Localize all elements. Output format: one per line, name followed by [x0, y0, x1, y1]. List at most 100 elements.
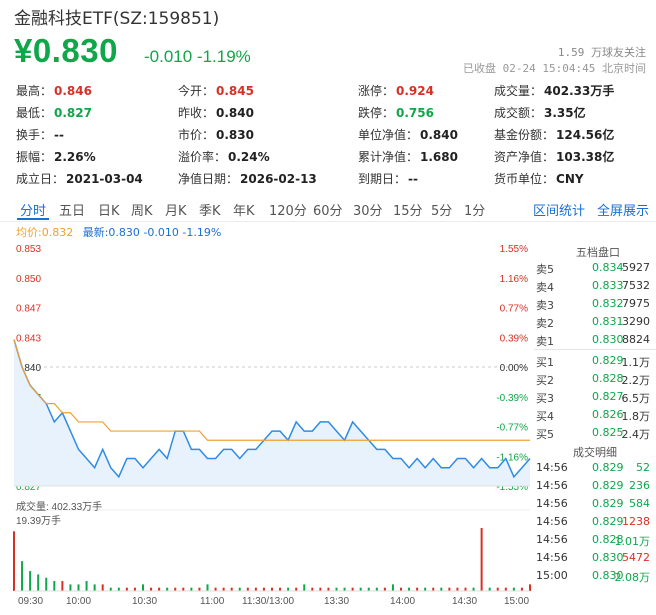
tab-item[interactable]: 五日: [59, 204, 86, 219]
order-row: 卖3 0.832 7975: [534, 294, 656, 312]
trade-price: 0.829: [592, 497, 624, 510]
order-price: 0.832: [592, 297, 624, 310]
volume-bar: [29, 571, 32, 591]
stat-item: 到期日： --: [358, 170, 418, 187]
order-volume: 2.2万: [621, 374, 651, 387]
stat-label: 资产净值：: [494, 150, 555, 164]
volume-bar: [375, 587, 378, 591]
ask-list: 卖5 0.834 5927 卖4 0.833 7532 卖3 0.832 7975 卖2 0.831…: [534, 258, 656, 348]
stat-item: 涨停： 0.924: [358, 82, 434, 99]
volume-bar: [303, 584, 306, 591]
tab-item[interactable]: 分时: [20, 204, 47, 219]
last-price-legend: 最新:0.830 -0.010 -1.19%: [82, 226, 222, 239]
order-row: 买5 0.825 2.4万: [534, 423, 656, 441]
stat-item: 资产净值： 103.38亿: [494, 148, 614, 165]
volume-bar: [93, 584, 96, 591]
x-tick-label: 10:00: [66, 596, 91, 607]
tab-item[interactable]: 15分: [393, 204, 423, 219]
stat-label: 成交量：: [494, 84, 543, 98]
trade-price: 0.829: [592, 461, 624, 474]
order-volume: 7975: [622, 297, 650, 310]
tab-item[interactable]: 年K: [233, 204, 255, 219]
tab-item[interactable]: 周K: [131, 204, 153, 219]
volume-bar: [77, 584, 80, 591]
chart-tabs: 分时 五日 日K 周K 月K 季K 年K 120分 60分 30分 15分 5分 1分 区间统计 全屏展示: [0, 196, 656, 222]
volume-bar: [472, 587, 475, 591]
order-label: 卖3: [536, 299, 554, 312]
stat-label: 累计净值：: [358, 150, 419, 164]
volume-bar: [295, 587, 298, 591]
trade-volume: 584: [629, 497, 650, 510]
stat-label: 到期日：: [358, 172, 407, 186]
trade-price: 0.830: [592, 569, 624, 582]
trade-volume: 1.01万: [614, 535, 651, 548]
market-status: 已收盘 02-24 15:04:45 北京时间: [463, 62, 646, 75]
volume-bar: [182, 587, 185, 591]
order-label: 买4: [536, 410, 554, 423]
tab-item[interactable]: 日K: [98, 204, 120, 219]
stat-label: 今开：: [178, 84, 215, 98]
trade-volume: 5472: [622, 551, 650, 564]
stat-value: 0.756: [396, 106, 434, 120]
stat-label: 跌停：: [358, 106, 395, 120]
stat-label: 溢价率：: [178, 150, 227, 164]
order-row: 卖1 0.830 8824: [534, 330, 656, 348]
stat-item: 成立日： 2021-03-04: [16, 170, 143, 187]
intraday-chart[interactable]: 0.853 1.55% 0.850 1.16% 0.847 0.77% 0.843 0.39%…: [0, 236, 532, 615]
volume-bar: [287, 587, 290, 591]
order-price: 0.831: [592, 315, 624, 328]
stat-value: CNY: [556, 172, 584, 186]
tab-item[interactable]: 1分: [464, 204, 486, 219]
trade-volume: 1238: [622, 515, 650, 528]
tab-item[interactable]: 季K: [199, 204, 221, 219]
volume-bar: [198, 587, 201, 591]
volume-bar: [391, 584, 394, 591]
stat-item: 最高： 0.846: [16, 82, 92, 99]
stat-item: 累计净值： 1.680: [358, 148, 458, 165]
trade-time: 14:56: [536, 533, 568, 546]
order-label: 买3: [536, 392, 554, 405]
volume-bar: [101, 584, 104, 591]
order-price: 0.830: [592, 333, 624, 346]
y-tick-label: 0.827: [16, 482, 41, 493]
volume-bar: [125, 587, 128, 591]
volume-bar: [400, 587, 402, 591]
tab-item[interactable]: 30分: [353, 204, 383, 219]
tab-item[interactable]: 60分: [313, 204, 343, 219]
right-tab[interactable]: 全屏展示: [597, 204, 650, 219]
volume-bar: [464, 587, 467, 591]
volume-bar: [158, 587, 161, 591]
volume-bar: [327, 587, 330, 591]
order-book-divider: [534, 349, 656, 350]
y-tick-label: 0.843: [16, 333, 41, 344]
stat-label: 基金份额：: [494, 128, 555, 142]
volume-bar: [85, 581, 88, 591]
trade-row: 15:00 0.830 2.08万: [534, 566, 656, 584]
stat-item: 基金份额： 124.56亿: [494, 126, 614, 143]
order-price: 0.829: [592, 354, 624, 367]
trade-row: 14:56 0.829 584: [534, 494, 656, 512]
active-tab-indicator: [17, 218, 49, 220]
stat-value: 2.26%: [54, 150, 96, 164]
tab-item[interactable]: 5分: [431, 204, 453, 219]
volume-bar: [214, 587, 217, 591]
volume-bar: [496, 587, 499, 591]
stat-label: 昨收：: [178, 106, 215, 120]
order-label: 卖2: [536, 317, 554, 330]
pct-tick-label: 0.77%: [500, 304, 528, 315]
tab-item[interactable]: 120分: [269, 204, 307, 219]
volume-bar: [142, 584, 144, 591]
trade-list: 14:56 0.829 52 14:56 0.829 236 14:56 0.829 584 14…: [534, 458, 656, 584]
x-tick-label: 10:30: [132, 596, 157, 607]
trade-time: 14:56: [536, 497, 568, 510]
volume-bar: [13, 531, 15, 591]
stat-item: 换手： --: [16, 126, 64, 143]
order-label: 买2: [536, 374, 554, 387]
volume-bar: [448, 587, 451, 591]
trade-row: 14:56 0.830 5472: [534, 548, 656, 566]
volume-bar: [45, 577, 48, 591]
right-tab[interactable]: 区间统计: [533, 204, 586, 219]
tab-item[interactable]: 月K: [165, 204, 187, 219]
stat-value: 124.56亿: [556, 128, 615, 142]
stat-value: 0.827: [54, 106, 92, 120]
